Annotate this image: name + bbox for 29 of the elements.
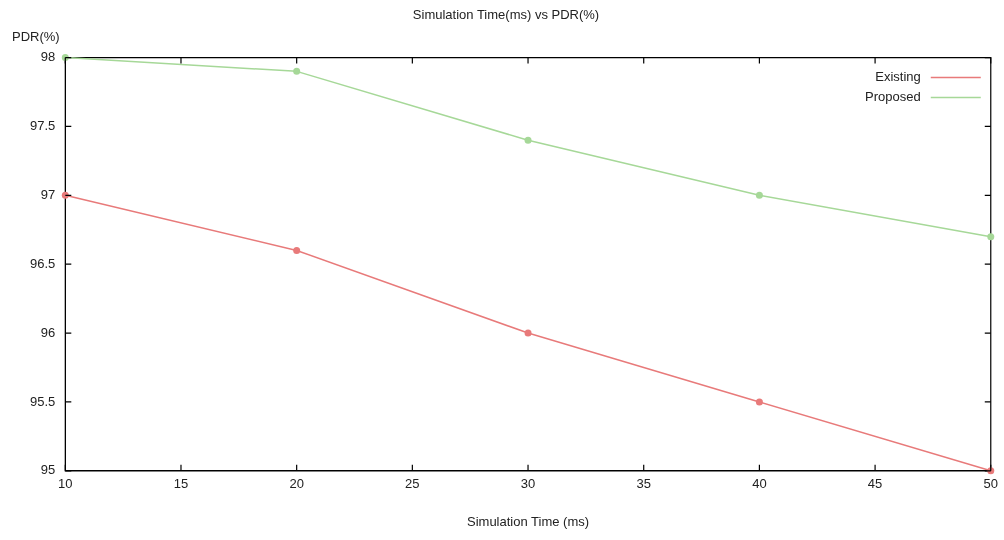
x-tick-label: 20 (289, 476, 304, 492)
y-tick-label: 97.5 (29, 118, 56, 134)
y-tick-label: 96.5 (29, 255, 56, 271)
point (524, 136, 532, 144)
x-tick-label: 25 (405, 476, 420, 492)
point (987, 233, 995, 241)
y-tick-label: 95.5 (29, 393, 56, 409)
y-tick-label: 95 (40, 462, 56, 478)
legend-label: Proposed (865, 89, 921, 105)
point (293, 246, 301, 254)
x-tick-label: 45 (867, 476, 883, 492)
legend-label: Existing (875, 69, 921, 85)
point (755, 191, 763, 199)
y-axis-title: PDR(%) (12, 28, 60, 44)
x-tick-label: 35 (636, 476, 651, 492)
y-tick-label: 98 (40, 49, 56, 65)
x-axis-title: Simulation Time (ms) (467, 513, 590, 529)
x-tick-label: 10 (58, 476, 73, 492)
x-tick-label: 15 (173, 476, 189, 492)
point (755, 398, 763, 406)
y-tick-label: 97 (40, 186, 56, 202)
x-tick-label: 30 (520, 476, 536, 492)
point (61, 191, 69, 199)
x-tick-label: 50 (983, 476, 998, 492)
x-tick-label: 40 (752, 476, 767, 492)
point (524, 329, 532, 337)
point (293, 67, 301, 75)
chart-title: Simulation Time(ms) vs PDR(%) (412, 7, 600, 23)
y-tick-label: 96 (40, 324, 56, 340)
